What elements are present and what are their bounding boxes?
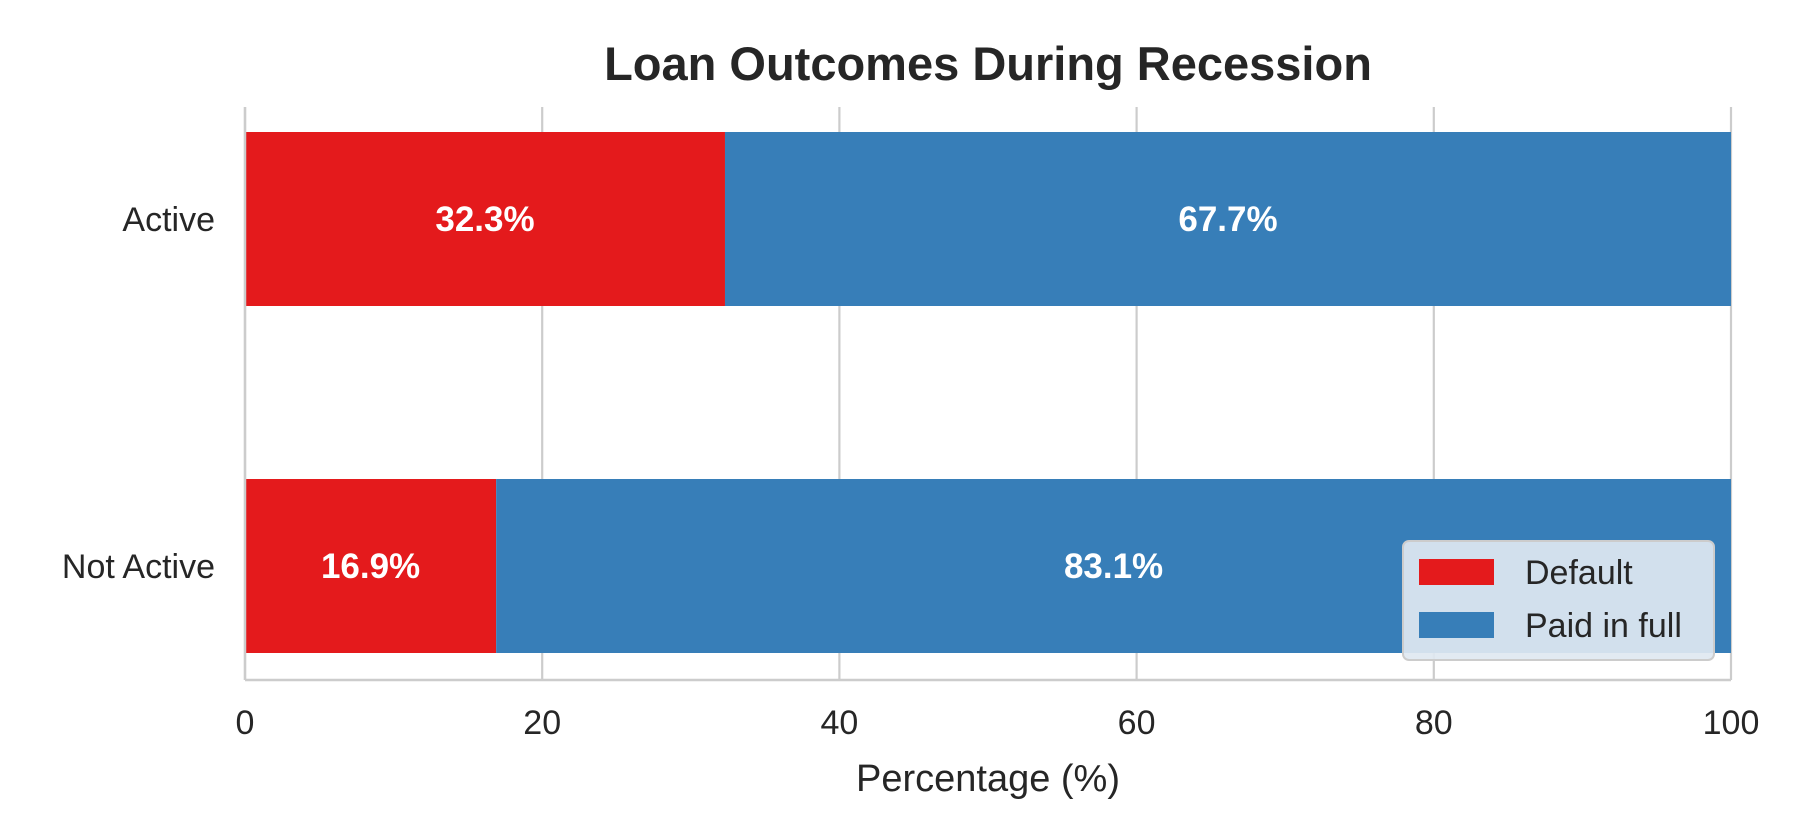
x-tick-label-100: 100 [1703, 704, 1760, 742]
x-tick-label-0: 0 [236, 704, 255, 742]
bar-not-active-default [245, 479, 497, 653]
x-tick-label-60: 60 [1118, 704, 1156, 742]
bar-active-default [245, 132, 725, 306]
legend-label-default: Default [1525, 554, 1633, 592]
axes: 0 20 40 60 80 100 Active Not Active [62, 107, 1759, 742]
bar-active-paid-in-full [724, 132, 1731, 306]
x-tick-label-40: 40 [820, 704, 858, 742]
legend-swatch-default [1419, 559, 1494, 585]
x-axis-label: Percentage (%) [856, 758, 1120, 800]
bar-label-active-default: 32.3% [435, 200, 534, 239]
bar-label-not-active-paid-in-full: 83.1% [1064, 547, 1163, 586]
x-tick-label-20: 20 [523, 704, 561, 742]
legend-swatch-paid-in-full [1419, 612, 1494, 638]
x-tick-label-80: 80 [1415, 704, 1453, 742]
y-tick-label-active: Active [122, 201, 215, 239]
legend: Default Paid in full [1402, 540, 1715, 661]
bar-labels: 32.3% 67.7% 16.9% 83.1% [321, 200, 1278, 586]
chart-title: Loan Outcomes During Recession [604, 37, 1372, 90]
bar-label-not-active-default: 16.9% [321, 547, 420, 586]
y-tick-label-not-active: Not Active [62, 548, 215, 586]
bar-label-active-paid-in-full: 67.7% [1178, 200, 1277, 239]
legend-label-paid-in-full: Paid in full [1525, 607, 1682, 645]
